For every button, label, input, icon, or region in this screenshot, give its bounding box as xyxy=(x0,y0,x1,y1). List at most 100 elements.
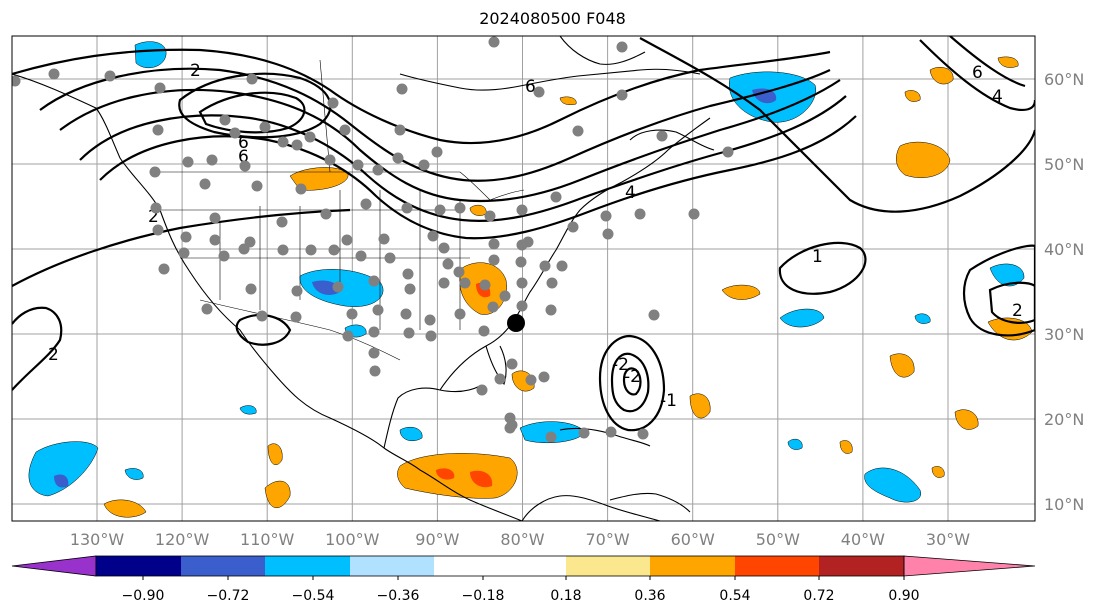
station-marker xyxy=(340,125,351,136)
station-marker xyxy=(325,155,336,166)
colorbar-segment xyxy=(650,556,735,576)
station-marker xyxy=(252,181,263,192)
station-marker xyxy=(105,71,116,82)
colorbar-tick-label: −0.18 xyxy=(462,588,505,604)
station-marker xyxy=(439,243,450,254)
station-marker xyxy=(277,217,288,228)
station-marker xyxy=(219,251,230,262)
station-marker xyxy=(183,157,194,168)
station-marker xyxy=(239,244,250,255)
colorbar-tick-label: 0.72 xyxy=(803,588,834,604)
station-marker xyxy=(220,115,231,126)
station-marker xyxy=(516,257,527,268)
station-marker xyxy=(539,372,550,383)
station-marker xyxy=(207,155,218,166)
station-marker xyxy=(210,235,221,246)
station-marker xyxy=(505,423,516,434)
station-marker xyxy=(202,304,213,315)
contour-label: -2 xyxy=(624,367,641,387)
longitude-label: 110°W xyxy=(240,530,295,549)
colorbar-segment xyxy=(96,556,181,576)
station-marker xyxy=(523,237,534,248)
station-marker xyxy=(454,267,465,278)
station-marker xyxy=(333,282,344,293)
station-marker xyxy=(278,137,289,148)
station-marker xyxy=(150,167,161,178)
longitude-label: 130°W xyxy=(70,530,125,549)
station-marker xyxy=(546,432,557,443)
colorbar-tick-label: −0.54 xyxy=(292,588,335,604)
colorbar: −0.90 −0.72 −0.54 −0.36 −0.18 0.18 0.36 0.54 0.7… xyxy=(12,556,1035,604)
station-marker xyxy=(370,366,381,377)
station-marker xyxy=(517,301,528,312)
contour-label: 6 xyxy=(972,63,983,83)
station-marker xyxy=(369,348,380,359)
station-marker xyxy=(10,76,21,87)
station-marker xyxy=(489,239,500,250)
station-marker xyxy=(443,259,454,270)
station-marker xyxy=(526,375,537,386)
station-marker xyxy=(551,192,562,203)
station-marker xyxy=(347,309,358,320)
longitude-label: 60°W xyxy=(671,530,715,549)
latitude-label: 20°N xyxy=(1044,410,1084,429)
station-marker xyxy=(507,359,518,370)
station-marker xyxy=(353,160,364,171)
station-marker xyxy=(517,205,528,216)
station-marker xyxy=(373,305,384,316)
contour-label: 2 xyxy=(48,345,59,365)
station-marker xyxy=(547,278,558,289)
station-marker xyxy=(247,74,258,85)
contour-label: -1 xyxy=(660,391,677,411)
station-marker xyxy=(257,311,268,322)
station-marker xyxy=(439,278,450,289)
station-marker xyxy=(534,87,545,98)
station-marker xyxy=(419,160,430,171)
station-marker xyxy=(369,327,380,338)
colorbar-segment xyxy=(819,556,904,576)
station-marker xyxy=(181,232,192,243)
station-marker xyxy=(485,211,496,222)
station-marker xyxy=(579,428,590,439)
latitude-label: 40°N xyxy=(1044,240,1084,259)
station-marker xyxy=(260,122,271,133)
station-marker xyxy=(617,90,628,101)
colorbar-tick-label: 0.36 xyxy=(634,588,665,604)
station-marker xyxy=(573,126,584,137)
station-marker xyxy=(635,209,646,220)
station-marker xyxy=(479,326,490,337)
longitude-label: 100°W xyxy=(325,530,380,549)
station-marker xyxy=(723,147,734,158)
station-marker xyxy=(638,429,649,440)
contour-label: 1 xyxy=(812,247,823,267)
station-marker xyxy=(292,140,303,151)
station-marker xyxy=(292,286,303,297)
station-marker xyxy=(379,234,390,245)
latitude-label: 50°N xyxy=(1044,155,1084,174)
station-marker xyxy=(179,248,190,259)
colorbar-segment xyxy=(434,556,566,576)
station-marker xyxy=(49,69,60,80)
station-marker xyxy=(328,98,339,109)
colorbar-segment xyxy=(265,556,350,576)
colorbar-tick-label: 0.18 xyxy=(550,588,581,604)
station-marker xyxy=(200,179,211,190)
station-marker xyxy=(343,331,354,342)
colorbar-segment xyxy=(181,556,265,576)
station-marker xyxy=(369,276,380,287)
station-marker xyxy=(329,245,340,256)
colorbar-tick-label: 0.90 xyxy=(888,588,919,604)
station-marker xyxy=(155,83,166,94)
station-marker xyxy=(425,315,436,326)
station-marker xyxy=(397,84,408,95)
station-marker xyxy=(403,269,414,280)
contour-label: 2 xyxy=(1012,301,1023,321)
station-marker xyxy=(517,278,528,289)
station-marker xyxy=(657,131,668,142)
station-marker xyxy=(428,231,439,242)
station-marker xyxy=(546,305,557,316)
station-marker xyxy=(373,165,384,176)
station-marker xyxy=(153,125,164,136)
station-marker xyxy=(240,161,251,172)
station-marker xyxy=(489,37,500,48)
